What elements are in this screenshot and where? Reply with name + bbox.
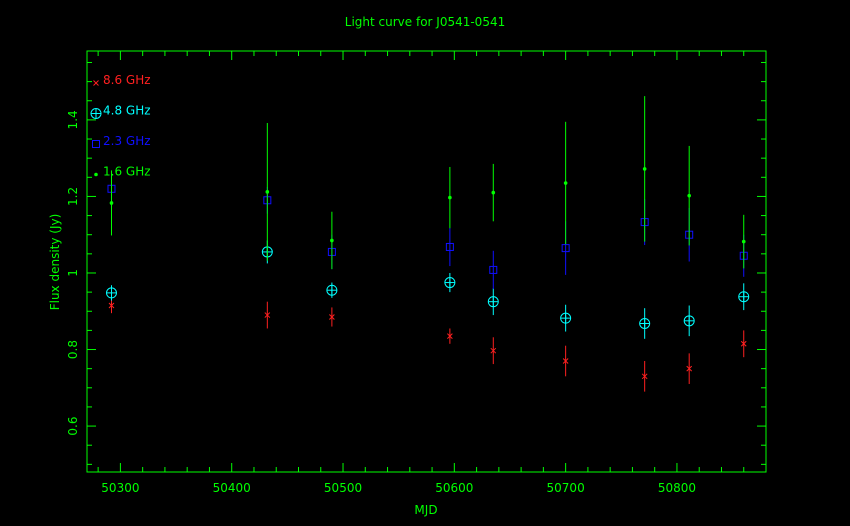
circle-plus-marker bbox=[683, 315, 695, 327]
legend-label: 2.3 GHz bbox=[103, 134, 151, 148]
series-1-6-ghz bbox=[109, 96, 746, 270]
x-marker bbox=[108, 302, 115, 309]
circle-plus-marker bbox=[105, 287, 117, 299]
circle-plus-marker bbox=[738, 291, 750, 303]
legend-label: 1.6 GHz bbox=[103, 165, 151, 179]
dot-marker bbox=[330, 238, 334, 243]
circle-plus-marker bbox=[487, 296, 499, 308]
square-marker bbox=[561, 244, 570, 253]
y-tick-label: 1.4 bbox=[66, 110, 80, 129]
legend-item: 8.6 GHz bbox=[93, 73, 151, 87]
x-marker bbox=[93, 80, 99, 86]
plot-frame bbox=[86, 50, 767, 473]
circle-plus-marker bbox=[326, 284, 338, 296]
chart-title: Light curve for J0541-0541 bbox=[345, 15, 505, 29]
x-marker bbox=[641, 373, 648, 380]
y-tick-label: 0.6 bbox=[66, 417, 80, 436]
legend-label: 8.6 GHz bbox=[103, 73, 151, 87]
x-marker bbox=[686, 365, 693, 372]
legend-item: 2.3 GHz bbox=[92, 134, 151, 148]
data-series bbox=[105, 96, 750, 392]
x-marker bbox=[562, 358, 569, 364]
x-tick-label: 50700 bbox=[547, 481, 585, 495]
x-marker bbox=[447, 333, 453, 339]
dot-marker bbox=[94, 172, 98, 177]
x-axis-label: MJD bbox=[414, 503, 437, 517]
axis-ticks bbox=[87, 51, 767, 472]
legend: 8.6 GHz 4.8 GHz 2.3 GHz 1.6 GHz bbox=[90, 73, 151, 179]
circle-plus-marker bbox=[639, 318, 651, 330]
square-marker bbox=[92, 140, 100, 148]
x-tick-label: 50400 bbox=[213, 481, 251, 495]
axis-tick-labels: 50300 50400 50500 50600 50700 50800 0.6 0.8 1 1.2… bbox=[66, 110, 696, 495]
circle-plus-marker bbox=[444, 277, 456, 289]
x-marker bbox=[490, 347, 497, 354]
circle-plus-marker bbox=[90, 108, 102, 119]
dot-marker bbox=[687, 193, 691, 198]
legend-item: 4.8 GHz bbox=[90, 104, 151, 119]
legend-item: 1.6 GHz bbox=[94, 165, 151, 179]
square-marker bbox=[489, 265, 498, 274]
dot-marker bbox=[642, 167, 647, 171]
x-tick-label: 50800 bbox=[658, 481, 696, 495]
x-marker bbox=[264, 312, 271, 318]
dot-marker bbox=[265, 190, 270, 194]
series-2-3-ghz bbox=[107, 175, 748, 290]
x-marker bbox=[329, 314, 335, 320]
series-4-8-ghz bbox=[105, 240, 750, 339]
square-marker bbox=[445, 242, 454, 251]
dot-marker bbox=[109, 201, 114, 205]
circle-plus-marker bbox=[560, 312, 572, 324]
dot-marker bbox=[491, 190, 496, 195]
dot-marker bbox=[448, 195, 452, 200]
dot-marker bbox=[741, 239, 746, 244]
dot-marker bbox=[563, 181, 568, 185]
x-tick-label: 50300 bbox=[101, 481, 139, 495]
y-tick-label: 1.2 bbox=[66, 187, 80, 206]
x-marker bbox=[740, 340, 747, 347]
y-tick-label: 1 bbox=[66, 269, 80, 277]
y-tick-label: 0.8 bbox=[66, 340, 80, 359]
y-axis-label: Flux density (Jy) bbox=[48, 214, 62, 311]
x-tick-label: 50500 bbox=[324, 481, 362, 495]
series-8-6-ghz bbox=[108, 297, 747, 392]
legend-label: 4.8 GHz bbox=[103, 104, 151, 118]
x-tick-label: 50600 bbox=[435, 481, 473, 495]
